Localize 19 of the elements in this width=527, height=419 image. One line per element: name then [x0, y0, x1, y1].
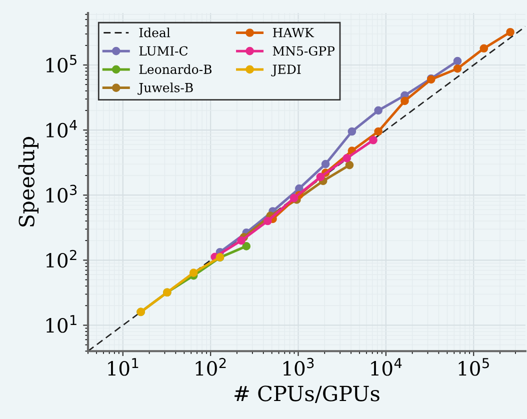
x-tick-label: 10$^{1}$	[108, 358, 138, 376]
y-tick-label: 10$^{1}$	[46, 315, 76, 333]
y-tick-label: 10$^{5}$	[46, 54, 76, 73]
y-axis-title: Speedup	[18, 136, 39, 226]
legend-label: Leonardo-B	[139, 64, 212, 74]
x-tick-label: 10$^{4}$	[371, 358, 402, 376]
legend-label: Ideal	[139, 28, 170, 38]
y-tick-label: 10$^{3}$	[46, 184, 77, 203]
y-tick-label: 10$^{4}$	[46, 120, 77, 138]
legend-label: MN5-GPP	[272, 46, 335, 56]
y-tick-label: 10$^{2}$	[46, 250, 76, 268]
legend-label: JEDI	[271, 64, 301, 76]
x-tick-label: 10$^{5}$	[458, 358, 489, 376]
legend-label: Juwels-B	[138, 82, 193, 95]
x-tick-label: 10$^{3}$	[284, 358, 314, 376]
legend-label: LUMI-C	[139, 46, 188, 56]
x-axis-title: # CPUs/GPUs	[234, 386, 380, 403]
x-tick-label: 10$^{2}$	[196, 358, 226, 376]
legend-label: HAWK	[272, 28, 314, 38]
